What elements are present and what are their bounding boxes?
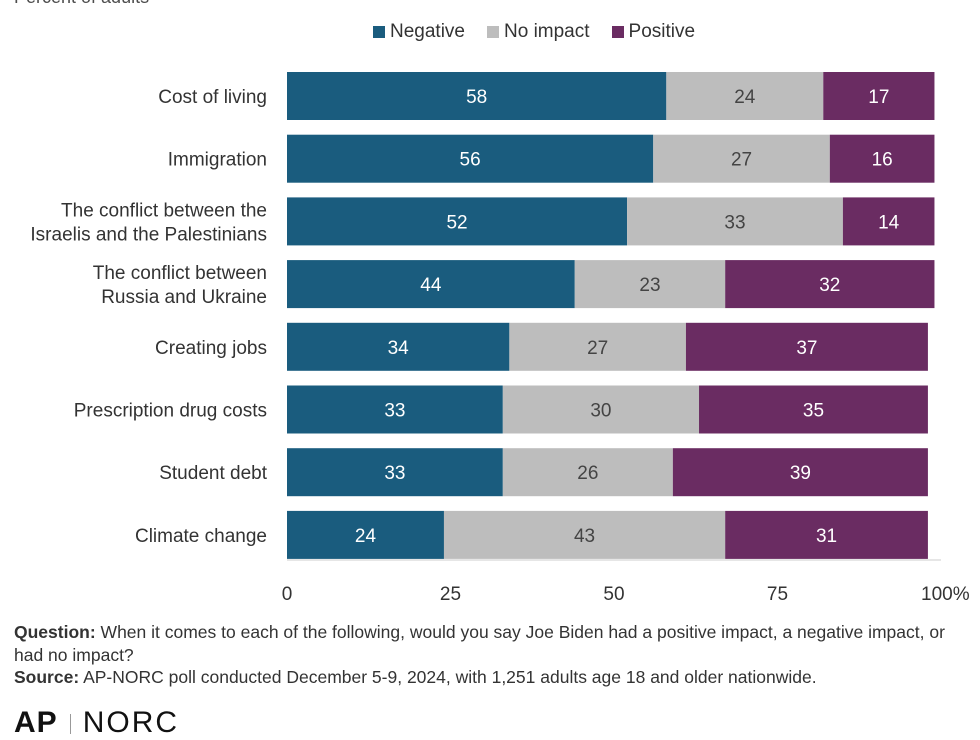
bar-segment-positive	[725, 510, 928, 559]
bar-segment-no-impact	[666, 72, 824, 120]
data-label: 37	[796, 338, 817, 359]
category-label: The conflict between Russia and Ukraine	[93, 263, 267, 308]
bar-segment-no-impact	[502, 448, 673, 497]
bar-segment-no-impact	[509, 322, 686, 371]
ap-logo: AP	[14, 706, 58, 739]
category-label: The conflict between the Israelis and the…	[30, 200, 267, 245]
bar-segment-positive	[685, 322, 928, 371]
category-label: Prescription drug costs	[74, 401, 267, 422]
category-label-line: Russia and Ukraine	[101, 287, 267, 308]
data-label: 52	[446, 212, 467, 233]
data-label: 39	[790, 463, 811, 484]
legend-item-negative: Negative	[373, 21, 465, 43]
source-text: AP-NORC poll conducted December 5-9, 202…	[83, 667, 817, 687]
bar-segment-no-impact	[443, 510, 726, 559]
bar-segment-negative	[287, 72, 667, 120]
bar-segment-positive	[829, 134, 935, 183]
bar-segment-negative	[287, 448, 503, 497]
category-label: Student debt	[159, 463, 267, 484]
data-label: 44	[420, 275, 442, 296]
bar-segment-positive	[725, 260, 935, 309]
bar-segment-no-impact	[627, 197, 843, 246]
x-tick-label: 75	[767, 584, 788, 605]
category-label: Cost of living	[158, 87, 267, 108]
data-label: 27	[731, 150, 752, 171]
category-label-line: The conflict between	[93, 263, 267, 284]
legend-swatch	[611, 26, 624, 38]
bar-segment-negative	[287, 385, 503, 434]
bar-segment-negative	[287, 510, 444, 559]
x-tick-label: 100%	[921, 584, 970, 605]
data-label: 34	[388, 338, 410, 359]
x-tick-label: 50	[603, 584, 624, 605]
category-label-line: Immigration	[168, 150, 267, 171]
legend-label: Positive	[628, 21, 696, 42]
norc-logo: NORC	[82, 706, 180, 739]
category-label-line: The conflict between the	[61, 200, 267, 221]
bar-segment-no-impact	[574, 260, 726, 309]
data-label: 31	[816, 526, 837, 547]
data-label: 26	[577, 463, 598, 484]
data-label: 30	[590, 401, 611, 422]
question-label: Question:	[14, 622, 96, 642]
data-label: 58	[466, 87, 487, 108]
category-label-line: Israelis and the Palestinians	[30, 224, 267, 245]
data-label: 56	[460, 150, 481, 171]
category-label-line: Climate change	[135, 526, 267, 547]
category-label-line: Cost of living	[158, 87, 267, 108]
data-label: 23	[639, 275, 660, 296]
data-label: 24	[734, 87, 756, 108]
bar-segment-negative	[287, 322, 510, 371]
data-label: 32	[819, 275, 840, 296]
category-label-line: Creating jobs	[155, 338, 267, 359]
bar-segment-negative	[287, 260, 575, 309]
bar-segment-no-impact	[653, 134, 830, 183]
chart-subtitle: Percent of adults	[14, 0, 149, 8]
bar-segment-positive	[842, 197, 935, 246]
legend-item-positive: Positive	[611, 21, 696, 43]
category-label: Creating jobs	[155, 338, 267, 359]
legend-item-no-impact: No impact	[487, 21, 590, 43]
chart-legend: Negative No impact Positive	[373, 21, 717, 43]
category-label-line: Student debt	[159, 463, 267, 484]
data-label: 43	[574, 526, 595, 547]
data-label: 16	[872, 150, 893, 171]
source-label: Source:	[14, 667, 80, 687]
data-label: 14	[878, 212, 900, 233]
bar-segment-negative	[287, 134, 654, 183]
bar-segment-positive	[823, 72, 935, 120]
data-label: 24	[355, 526, 377, 547]
data-label: 33	[384, 401, 405, 422]
bar-segment-positive	[699, 385, 928, 434]
data-label: 17	[868, 87, 889, 108]
data-label: 33	[724, 212, 745, 233]
data-label: 35	[803, 401, 824, 422]
bar-segment-no-impact	[502, 385, 700, 434]
legend-swatch	[373, 26, 385, 38]
source-note: Source: AP-NORC poll conducted December …	[14, 666, 954, 689]
question-text: When it comes to each of the following, …	[14, 622, 945, 665]
logos: AP NORC	[14, 706, 179, 740]
legend-label: No impact	[504, 21, 590, 42]
bar-segment-positive	[672, 448, 928, 497]
category-label: Climate change	[135, 526, 267, 547]
question-note: Question: When it comes to each of the f…	[14, 621, 954, 666]
stacked-bar-chart: Cost of living 58 24 17 Immigration 56 27 16 The…	[30, 72, 970, 605]
category-label-line: Prescription drug costs	[74, 401, 267, 422]
legend-label: Negative	[390, 21, 465, 42]
logo-divider	[69, 714, 71, 735]
x-tick-label: 25	[440, 584, 461, 605]
category-label: Immigration	[168, 150, 267, 171]
x-tick-label: 0	[282, 584, 293, 605]
chart-notes: Question: When it comes to each of the f…	[14, 621, 954, 689]
data-label: 33	[384, 463, 405, 484]
legend-swatch	[487, 26, 499, 38]
data-label: 27	[587, 338, 608, 359]
bar-segment-negative	[287, 197, 628, 246]
